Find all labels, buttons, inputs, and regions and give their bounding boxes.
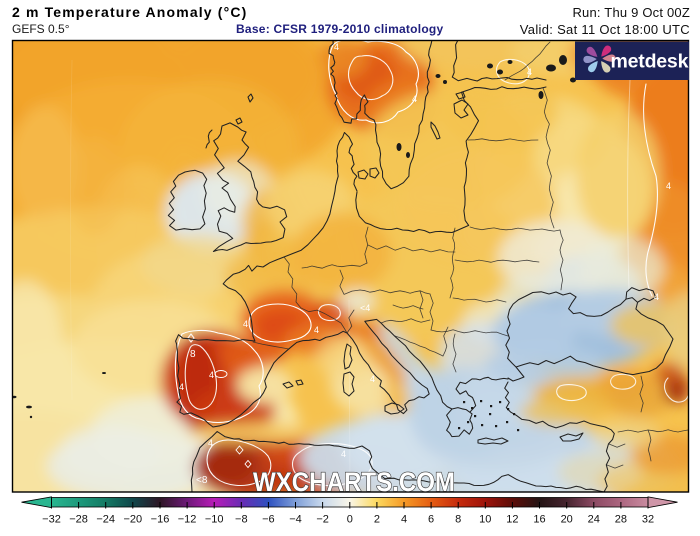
svg-text:0: 0 bbox=[347, 514, 353, 526]
svg-text:4: 4 bbox=[412, 94, 417, 104]
svg-text:−10: −10 bbox=[205, 514, 224, 526]
svg-text:−16: −16 bbox=[151, 514, 170, 526]
svg-text:4: 4 bbox=[654, 292, 659, 302]
svg-text:−2: −2 bbox=[316, 514, 329, 526]
svg-text:<8: <8 bbox=[196, 475, 208, 486]
svg-text:8: 8 bbox=[190, 349, 196, 360]
svg-text:4: 4 bbox=[666, 181, 671, 191]
svg-text:4: 4 bbox=[370, 374, 375, 384]
svg-text:4: 4 bbox=[208, 438, 213, 448]
svg-text:12: 12 bbox=[506, 514, 518, 526]
svg-text:metdesk: metdesk bbox=[611, 51, 689, 73]
svg-text:4: 4 bbox=[401, 514, 407, 526]
svg-text:4: 4 bbox=[334, 42, 339, 52]
svg-text:16: 16 bbox=[533, 514, 545, 526]
svg-text:4: 4 bbox=[314, 325, 319, 335]
svg-text:−24: −24 bbox=[96, 514, 115, 526]
svg-text:−6: −6 bbox=[262, 514, 275, 526]
svg-text:−28: −28 bbox=[69, 514, 88, 526]
svg-text:2: 2 bbox=[374, 514, 380, 526]
svg-text:6: 6 bbox=[428, 514, 434, 526]
svg-text:<4: <4 bbox=[360, 303, 370, 313]
svg-text:−20: −20 bbox=[123, 514, 142, 526]
svg-text:−4: −4 bbox=[289, 514, 302, 526]
svg-text:−32: −32 bbox=[42, 514, 61, 526]
svg-text:−8: −8 bbox=[235, 514, 248, 526]
svg-text:8: 8 bbox=[455, 514, 461, 526]
svg-text:4: 4 bbox=[341, 449, 346, 459]
svg-text:4: 4 bbox=[179, 382, 184, 392]
svg-text:24: 24 bbox=[588, 514, 600, 526]
svg-text:−12: −12 bbox=[178, 514, 197, 526]
svg-text:20: 20 bbox=[561, 514, 573, 526]
svg-text:32: 32 bbox=[642, 514, 654, 526]
svg-text:10: 10 bbox=[479, 514, 491, 526]
svg-text:28: 28 bbox=[615, 514, 627, 526]
svg-text:4: 4 bbox=[209, 370, 214, 380]
svg-text:WXCHARTS.COM: WXCHARTS.COM bbox=[253, 467, 455, 497]
svg-text:4: 4 bbox=[527, 67, 532, 77]
svg-text:4: 4 bbox=[243, 319, 248, 329]
